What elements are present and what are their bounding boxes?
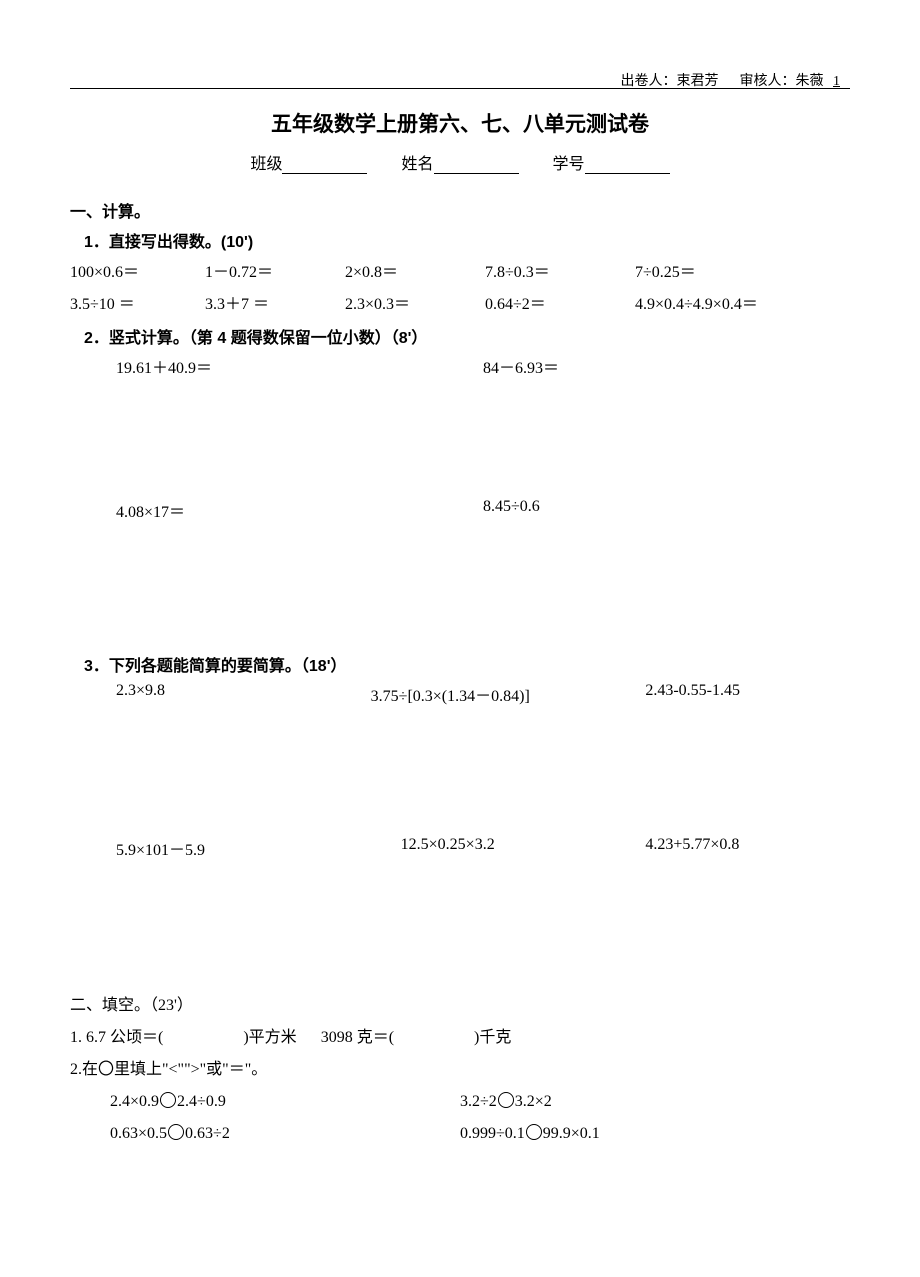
id-blank [585,158,670,174]
q1-item: 2.3×0.3＝ [345,290,485,314]
compare-item: 2.4×0.9 2.4÷0.9 [110,1086,460,1118]
cmp-right: 3.2×2 [515,1093,552,1110]
cmp-left: 2.4×0.9 [110,1093,159,1110]
cmp-right: 2.4÷0.9 [177,1093,226,1110]
cmp-left: 0.63×0.5 [110,1125,167,1142]
q1-item: 100×0.6＝ [70,258,205,282]
author-label: 出卷人： [621,74,677,89]
fill-q1-text: )千克 [474,1029,511,1046]
q1-item: 3.5÷10 ＝ [70,290,205,314]
q3-item: 3.75÷[0.3×(1.34－0.84)] [361,682,606,706]
q1-item: 4.9×0.4÷4.9×0.4＝ [635,290,758,314]
fill-q1: 1. 6.7 公顷＝( )平方米 3098 克＝( )千克 [70,1022,850,1054]
section-2-heading: 二、填空。（23'） [70,990,850,1022]
page-number: 1 [833,74,840,89]
q1-row-1: 100×0.6＝ 1－0.72＝ 2×0.8＝ 7.8÷0.3＝ 7÷0.25＝ [70,258,850,282]
reviewer-name: 朱薇 [796,74,824,89]
fill-q2-heading: 2.在〇里填上"<"">"或"＝"。 [70,1054,850,1086]
cmp-left: 3.2÷2 [460,1093,497,1110]
q1-item: 7÷0.25＝ [635,258,696,282]
q3-heading: 3．下列各题能简算的要简算。（18'） [70,652,850,676]
fill-q1-text: 1. 6.7 公顷＝( [70,1029,163,1046]
header-meta: 出卷人：束君芳 审核人：朱薇 1 [70,70,850,90]
q1-row-2: 3.5÷10 ＝ 3.3＋7 ＝ 2.3×0.3＝ 0.64÷2＝ 4.9×0.… [70,290,850,314]
author-name: 束君芳 [677,74,719,89]
q2-item: 84－6.93＝ [483,354,850,378]
q1-item: 2×0.8＝ [345,258,485,282]
section-2: 二、填空。（23'） 1. 6.7 公顷＝( )平方米 3098 克＝( )千克 2… [70,990,850,1150]
compare-item: 0.63×0.5 0.63÷2 [110,1118,460,1150]
q2-item: 19.61＋40.9＝ [116,354,483,378]
id-label: 学号 [553,156,585,173]
q1-heading: 1．直接写出得数。(10') [70,228,850,252]
page-title: 五年级数学上册第六、七、八单元测试卷 [70,108,850,138]
section-1-heading: 一、计算。 [70,198,850,222]
circle-icon [168,1124,184,1140]
circle-icon [498,1092,514,1108]
q2-item: 8.45÷0.6 [483,498,850,522]
fill-q1-text: 3098 克＝( [321,1029,394,1046]
header-rule [70,88,850,89]
q1-item: 3.3＋7 ＝ [205,290,345,314]
circle-icon [526,1124,542,1140]
q3-item: 12.5×0.25×3.2 [361,836,606,860]
q1-item: 0.64÷2＝ [485,290,635,314]
cmp-left: 0.999÷0.1 [460,1125,525,1142]
q1-item: 1－0.72＝ [205,258,345,282]
q3-item: 2.3×9.8 [116,682,361,706]
name-label: 姓名 [401,156,433,173]
info-row: 班级 姓名 学号 [70,150,850,174]
q3-grid: 2.3×9.8 3.75÷[0.3×(1.34－0.84)] 2.43-0.55… [70,682,850,860]
q3-item: 5.9×101－5.9 [116,836,361,860]
circle-icon [160,1092,176,1108]
q2-grid: 19.61＋40.9＝ 84－6.93＝ 4.08×17＝ 8.45÷0.6 [70,354,850,522]
q2-heading: 2．竖式计算。（第 4 题得数保留一位小数）（8'） [70,324,850,348]
cmp-right: 0.63÷2 [185,1125,230,1142]
q3-item: 2.43-0.55-1.45 [605,682,850,706]
class-label: 班级 [250,156,282,173]
q1-item: 7.8÷0.3＝ [485,258,635,282]
fill-row: 0.63×0.5 0.63÷2 0.999÷0.1 99.9×0.1 [70,1118,850,1150]
reviewer-label: 审核人： [740,74,796,89]
name-blank [434,158,519,174]
cmp-right: 99.9×0.1 [543,1125,600,1142]
fill-row: 2.4×0.9 2.4÷0.9 3.2÷2 3.2×2 [70,1086,850,1118]
compare-item: 3.2÷2 3.2×2 [460,1086,552,1118]
compare-item: 0.999÷0.1 99.9×0.1 [460,1118,600,1150]
fill-q1-text: )平方米 [243,1029,296,1046]
q3-item: 4.23+5.77×0.8 [605,836,850,860]
q2-item: 4.08×17＝ [116,498,483,522]
class-blank [282,158,367,174]
